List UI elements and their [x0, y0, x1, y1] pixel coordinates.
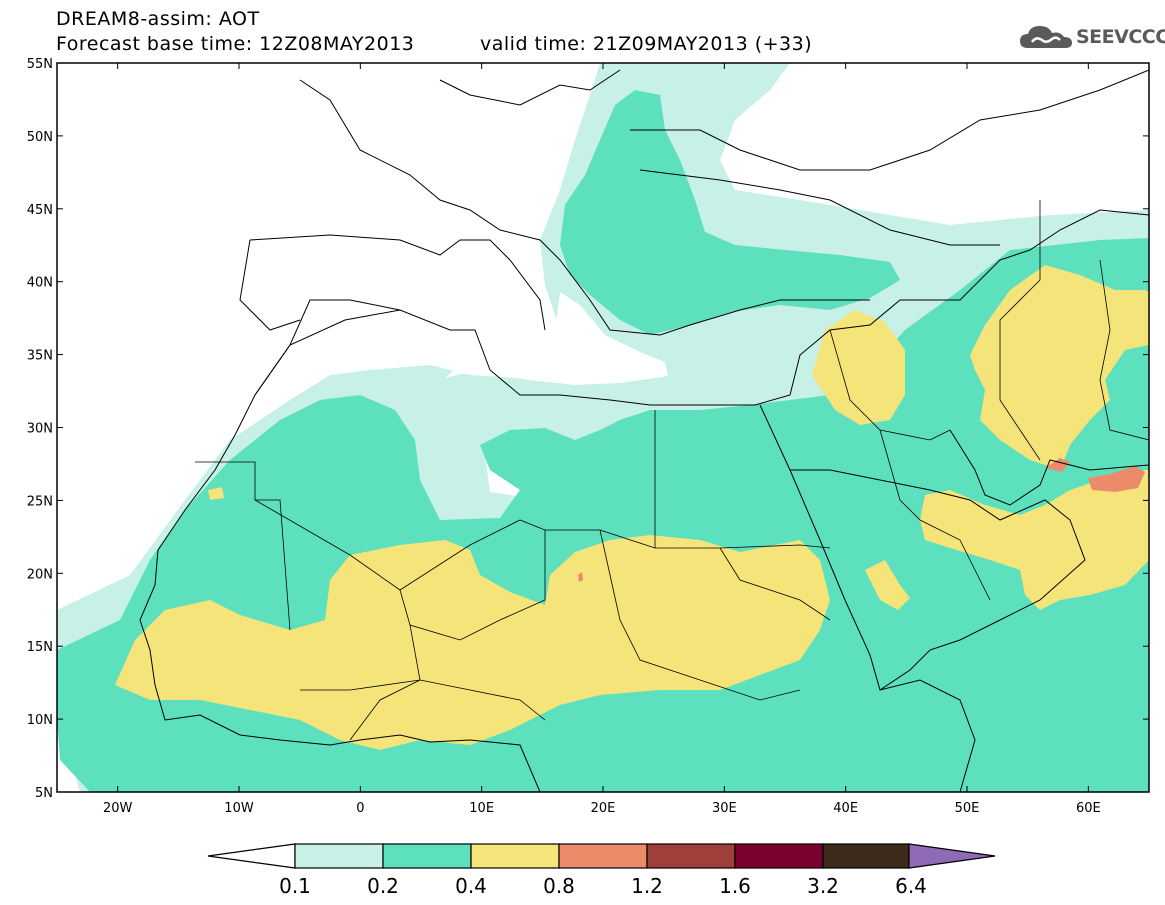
colorbar-label: 0.1 — [279, 874, 311, 898]
colorbar-lower-arrow — [207, 843, 296, 869]
lat-label: 15N — [27, 640, 53, 655]
colorbar-label: 1.2 — [631, 874, 663, 898]
latitude-axis: 55N 50N 45N 40N 35N 30N 25N 20N 15N 10N 5N — [27, 57, 1149, 801]
lon-label: 40E — [833, 801, 858, 816]
aot-contour-0.2-balkans — [560, 90, 900, 335]
coastlines — [139, 69, 1149, 792]
colorbar-label: 0.4 — [455, 874, 487, 898]
aot-field — [57, 63, 1149, 792]
lon-label: 20W — [103, 801, 133, 816]
lat-label: 10N — [27, 713, 53, 728]
colorbar — [207, 843, 996, 869]
aot-contour-0.4-west — [208, 487, 224, 500]
map-title: DREAM8-assim: AOT — [56, 8, 260, 30]
lat-label: 50N — [27, 130, 53, 145]
lat-label: 55N — [27, 57, 53, 72]
aot-contour-0.4-sahel — [115, 535, 830, 750]
colorbar-bin-2 — [382, 843, 472, 869]
lon-label: 60E — [1076, 801, 1101, 816]
lat-label: 40N — [27, 276, 53, 291]
colorbar-upper-arrow — [908, 843, 996, 869]
aot-contour-0.4-red-sea — [865, 560, 910, 610]
lat-label: 30N — [27, 422, 53, 437]
aot-contour-0.4-iran — [970, 265, 1149, 470]
lat-label: 20N — [27, 567, 53, 582]
colorbar-label: 6.4 — [895, 874, 927, 898]
aot-gap-mediterranean — [445, 292, 668, 385]
lon-label: 10E — [469, 801, 494, 816]
lat-label: 25N — [27, 494, 53, 509]
valid-time: valid time: 21Z09MAY2013 (+33) — [480, 33, 813, 55]
colorbar-bin-7 — [822, 843, 910, 869]
lon-label: 20E — [591, 801, 616, 816]
lon-label: 0 — [356, 801, 364, 816]
longitude-axis: 20W 10W 0 10E 20E 30E 40E 50E 60E — [103, 63, 1101, 816]
aot-contour-0.4-arabia-north — [812, 310, 905, 425]
colorbar-labels: 0.1 0.2 0.4 0.8 1.2 1.6 3.2 6.4 — [279, 874, 927, 898]
colorbar-label: 0.2 — [367, 874, 399, 898]
colorbar-bin-6 — [734, 843, 824, 869]
colorbar-label: 1.6 — [719, 874, 751, 898]
lat-label: 45N — [27, 203, 53, 218]
logo-text: SEEVCCC — [1076, 26, 1165, 48]
lon-label: 30E — [712, 801, 737, 816]
colorbar-bin-1 — [294, 843, 384, 869]
lat-label: 35N — [27, 349, 53, 364]
colorbar-bin-4 — [558, 843, 648, 869]
lat-label: 5N — [35, 786, 53, 801]
colorbar-bin-5 — [646, 843, 736, 869]
lon-label: 10W — [224, 801, 254, 816]
seevccc-logo: SEEVCCC — [1018, 22, 1165, 52]
colorbar-label: 3.2 — [807, 874, 839, 898]
forecast-base-time: Forecast base time: 12Z08MAY2013 — [56, 33, 415, 55]
colorbar-label: 0.8 — [543, 874, 575, 898]
cloud-logo-icon — [1020, 26, 1072, 48]
colorbar-bin-3 — [470, 843, 560, 869]
country-borders — [195, 200, 1149, 741]
lon-label: 50E — [955, 801, 980, 816]
